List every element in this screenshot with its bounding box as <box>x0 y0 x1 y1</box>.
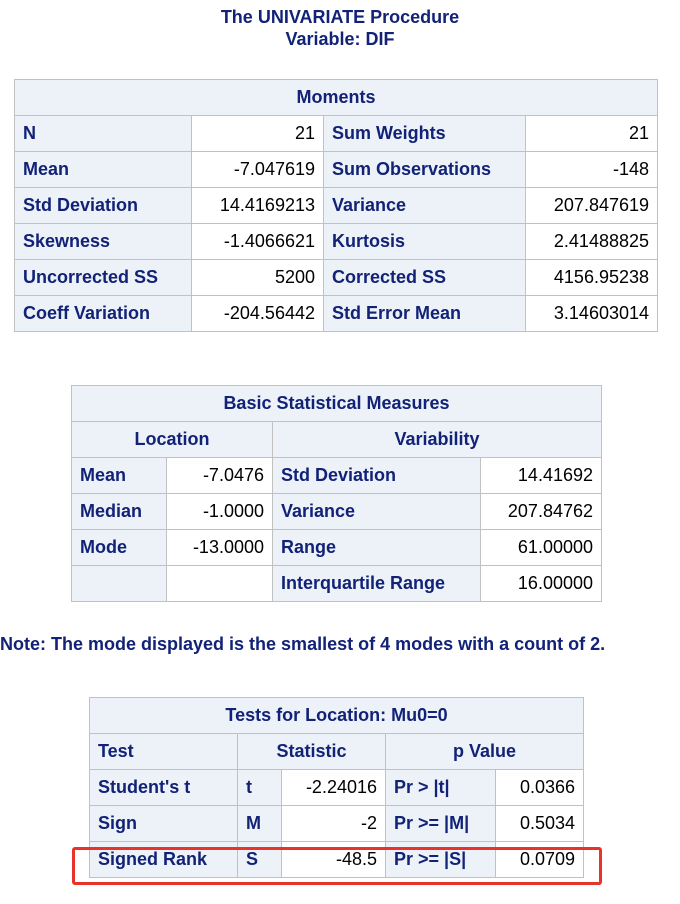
cell-value: 2.41488825 <box>524 223 659 260</box>
row-label: Sum Observations <box>323 151 526 188</box>
row-label: Sum Weights <box>323 115 526 152</box>
cell-value: -13.0000 <box>166 529 273 566</box>
table-row: Uncorrected SS 5200 Corrected SS 4156.95… <box>14 259 659 296</box>
table-row: N 21 Sum Weights 21 <box>14 115 659 152</box>
row-label: Interquartile Range <box>272 565 481 602</box>
cell-value-empty <box>166 565 273 602</box>
cell-value: 21 <box>191 115 324 152</box>
row-label: Range <box>272 529 481 566</box>
table-row: Mean -7.047619 Sum Observations -148 <box>14 151 659 188</box>
statistic-header: Statistic <box>237 733 386 770</box>
statistic-value: -2.24016 <box>281 769 386 806</box>
pvalue-label: Pr >= |M| <box>385 805 496 842</box>
cell-value: -7.047619 <box>191 151 324 188</box>
table-row: Std Deviation 14.4169213 Variance 207.84… <box>14 187 659 224</box>
pvalue-label: Pr > |t| <box>385 769 496 806</box>
cell-value: -148 <box>524 151 659 188</box>
cell-value: 5200 <box>191 259 324 296</box>
cell-value: 207.84762 <box>480 493 602 530</box>
cell-value: 14.41692 <box>480 457 602 494</box>
cell-value: 61.00000 <box>480 529 602 566</box>
basic-stats-title: Basic Statistical Measures <box>71 385 602 422</box>
row-label: N <box>14 115 192 152</box>
cell-value: -204.56442 <box>191 295 324 332</box>
row-label: Variance <box>323 187 526 224</box>
statistic-value: -48.5 <box>281 841 386 878</box>
table-row: Student's t t -2.24016 Pr > |t| 0.0366 <box>89 769 585 806</box>
moments-table: Moments N 21 Sum Weights 21 Mean -7.0476… <box>13 79 659 332</box>
test-name: Signed Rank <box>89 841 238 878</box>
mode-note: Note: The mode displayed is the smallest… <box>0 634 606 654</box>
test-name: Sign <box>89 805 238 842</box>
cell-value: -1.0000 <box>166 493 273 530</box>
test-symbol: t <box>237 769 282 806</box>
row-label-empty <box>71 565 167 602</box>
cell-value: 207.847619 <box>524 187 659 224</box>
pvalue-value: 0.0366 <box>494 769 585 806</box>
test-symbol: S <box>237 841 282 878</box>
pvalue-header: p Value <box>384 733 585 770</box>
test-symbol: M <box>237 805 282 842</box>
test-name: Student's t <box>89 769 238 806</box>
table-row: Median -1.0000 Variance 207.84762 <box>71 493 602 530</box>
row-label: Uncorrected SS <box>14 259 192 296</box>
table-row: Coeff Variation -204.56442 Std Error Mea… <box>14 295 659 332</box>
procedure-title: The UNIVARIATE Procedure <box>220 7 460 27</box>
moments-title: Moments <box>13 79 659 116</box>
tests-location-table: Tests for Location: Mu0=0 Test Statistic… <box>88 697 585 878</box>
row-label: Median <box>71 493 167 530</box>
pvalue-label: Pr >= |S| <box>385 841 496 878</box>
test-header: Test <box>89 733 238 770</box>
cell-value: -7.0476 <box>166 457 273 494</box>
row-label: Kurtosis <box>323 223 526 260</box>
variability-header: Variability <box>272 421 602 458</box>
row-label: Coeff Variation <box>14 295 192 332</box>
row-label: Std Error Mean <box>323 295 526 332</box>
tests-title: Tests for Location: Mu0=0 <box>88 697 585 734</box>
basic-stats-table: Basic Statistical Measures Location Vari… <box>71 385 602 602</box>
table-row: Sign M -2 Pr >= |M| 0.5034 <box>89 805 585 842</box>
cell-value: -1.4066621 <box>191 223 324 260</box>
table-row: Signed Rank S -48.5 Pr >= |S| 0.0709 <box>89 841 585 878</box>
row-label: Mean <box>14 151 192 188</box>
variable-title: Variable: DIF <box>285 29 395 49</box>
cell-value: 3.14603014 <box>524 295 659 332</box>
row-label: Mode <box>71 529 167 566</box>
cell-value: 21 <box>524 115 659 152</box>
row-label: Std Deviation <box>14 187 192 224</box>
table-row: Mode -13.0000 Range 61.00000 <box>71 529 602 566</box>
row-label: Std Deviation <box>272 457 481 494</box>
statistic-value: -2 <box>281 805 386 842</box>
cell-value: 16.00000 <box>480 565 602 602</box>
row-label: Variance <box>272 493 481 530</box>
location-header: Location <box>71 421 273 458</box>
pvalue-value: 0.0709 <box>494 841 585 878</box>
output-title: The UNIVARIATE Procedure Variable: DIF <box>0 6 680 50</box>
row-label: Mean <box>71 457 167 494</box>
row-label: Skewness <box>14 223 192 260</box>
table-row: Mean -7.0476 Std Deviation 14.41692 <box>71 457 602 494</box>
table-row: Skewness -1.4066621 Kurtosis 2.41488825 <box>14 223 659 260</box>
table-row: Interquartile Range 16.00000 <box>71 565 602 602</box>
pvalue-value: 0.5034 <box>494 805 585 842</box>
cell-value: 4156.95238 <box>524 259 659 296</box>
cell-value: 14.4169213 <box>191 187 324 224</box>
row-label: Corrected SS <box>323 259 526 296</box>
